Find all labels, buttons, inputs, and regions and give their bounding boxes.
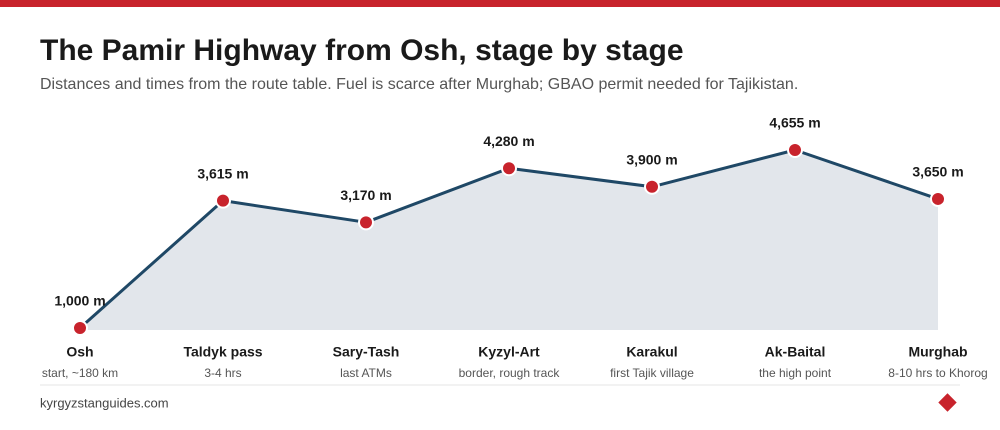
category-note: 8-10 hrs to Khorog [888,366,987,380]
category-note: first Tajik village [610,366,694,380]
marker [215,192,231,209]
category-label: Sary-Tash [333,344,400,360]
logo-diamond [938,393,957,412]
category-note: last ATMs [340,366,392,380]
marker [501,160,517,177]
top-bar [0,0,1000,7]
category-label: Taldyk pass [183,344,262,360]
category-label: Osh [66,344,93,360]
value-label: 4,655 m [769,115,820,131]
chart-title: The Pamir Highway from Osh, stage by sta… [40,34,684,67]
category-note: start, ~180 km [42,366,118,380]
value-label: 3,615 m [197,165,248,181]
source: kyrgyzstanguides.com [40,395,169,410]
area [80,150,938,330]
category-note: the high point [759,366,832,380]
value-label: 3,650 m [912,164,963,180]
marker [644,178,660,195]
category-note: border, rough track [459,366,561,380]
value-label: 1,000 m [54,293,105,309]
marker [72,320,88,336]
value-label: 4,280 m [483,133,534,149]
marker [930,190,946,207]
category-label: Karakul [626,344,677,360]
category-label: Ak-Baital [765,344,826,360]
marker [787,142,803,158]
category-label: Kyzyl-Art [478,344,540,360]
value-label: 3,170 m [340,187,391,203]
marker [358,214,374,231]
value-label: 3,900 m [626,151,677,167]
category-label: Murghab [908,344,967,360]
category-note: 3-4 hrs [204,366,241,380]
chart-subtitle: Distances and times from the route table… [40,76,798,93]
